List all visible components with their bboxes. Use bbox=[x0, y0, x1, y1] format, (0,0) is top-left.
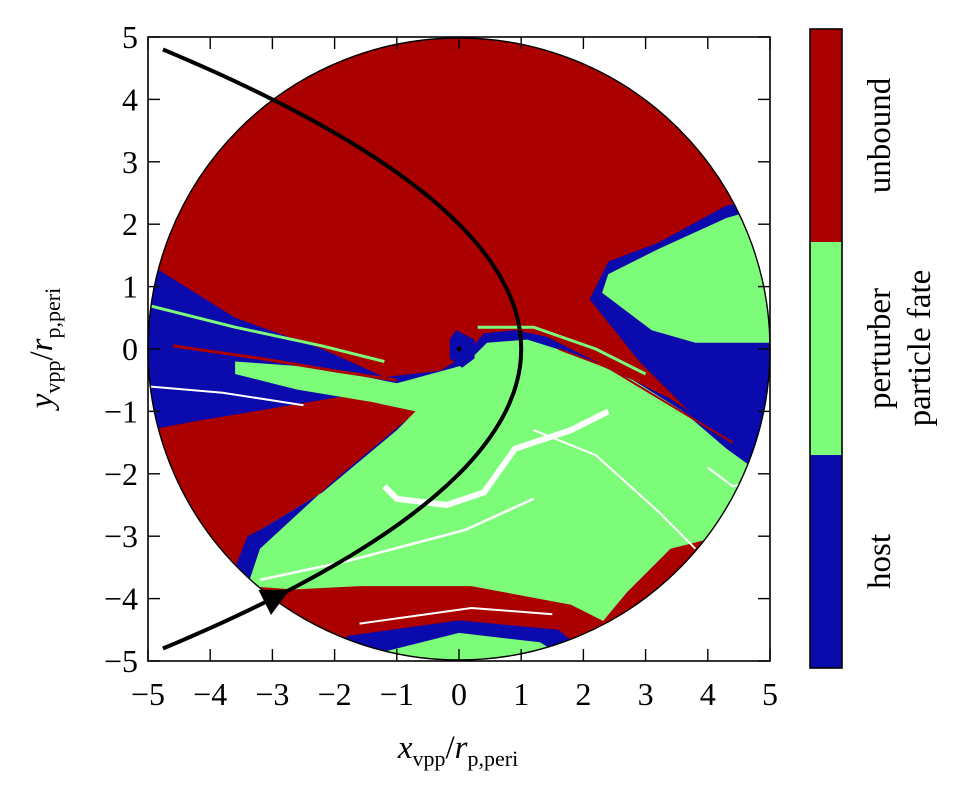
x-tick-label: 4 bbox=[700, 676, 716, 712]
x-tick-label: 2 bbox=[575, 676, 591, 712]
unresolved-gap bbox=[533, 429, 697, 550]
y-tick-label: 0 bbox=[122, 331, 138, 367]
x-tick-label: 1 bbox=[513, 676, 529, 712]
svg-text:xvpp/rp,peri: xvpp/rp,peri bbox=[397, 730, 518, 771]
unresolved-gap bbox=[382, 408, 610, 509]
x-title-var: x bbox=[397, 730, 413, 766]
x-tick-label: −5 bbox=[131, 676, 165, 712]
y-tick-label: 3 bbox=[122, 144, 138, 180]
y-title-den-sub: p,peri bbox=[40, 288, 65, 339]
colorbar-label-host: host bbox=[862, 534, 898, 589]
plot-area bbox=[147, 37, 771, 661]
colorbar-swatch-unbound bbox=[810, 29, 842, 242]
y-tick-label: 5 bbox=[122, 19, 138, 55]
y-title-var: y bbox=[24, 393, 60, 411]
striations bbox=[148, 303, 734, 444]
colorbar-swatch-host bbox=[810, 455, 842, 668]
host-region bbox=[235, 417, 410, 587]
y-tick-label: −5 bbox=[104, 643, 138, 679]
perturber-striation bbox=[148, 303, 385, 363]
svg-text:yvpp/rp,peri: yvpp/rp,peri bbox=[24, 288, 65, 411]
orbit-direction-arrow bbox=[258, 589, 290, 615]
x-axis-title: xvpp/rp,peri bbox=[397, 730, 518, 771]
colorbar-frame bbox=[809, 28, 843, 669]
colorbar-label-perturber: perturber bbox=[862, 288, 898, 409]
y-tick-label: −3 bbox=[104, 518, 138, 554]
perturber-orbit bbox=[162, 47, 524, 651]
y-tick-label: 4 bbox=[122, 81, 138, 117]
y-tick-label: −2 bbox=[104, 456, 138, 492]
y-title-sub: vpp bbox=[40, 361, 65, 394]
colorbar: host perturber unbound bbox=[809, 28, 898, 669]
perturber-region bbox=[602, 205, 770, 343]
unresolved-gap bbox=[359, 606, 553, 625]
x-title-sub: vpp bbox=[412, 746, 445, 771]
x-tick-label: −1 bbox=[380, 676, 414, 712]
x-tick-label: 0 bbox=[451, 676, 467, 712]
perturber-striation bbox=[477, 325, 647, 376]
x-tick-label: 3 bbox=[638, 676, 654, 712]
unresolved-gap bbox=[259, 497, 535, 582]
host-center bbox=[456, 346, 462, 352]
unresolved-gaps bbox=[148, 385, 758, 625]
y-title-den: r bbox=[24, 338, 60, 351]
x-tick-label: −3 bbox=[255, 676, 289, 712]
y-tick-label: −1 bbox=[104, 393, 138, 429]
perturber-orbit-group bbox=[162, 47, 524, 651]
y-tick-label: −4 bbox=[104, 581, 138, 617]
x-tick-label: −4 bbox=[193, 676, 227, 712]
y-axis-title: yvpp/rp,peri bbox=[24, 288, 65, 411]
x-title-den: r bbox=[455, 730, 468, 766]
colorbar-label-unbound: unbound bbox=[862, 77, 898, 193]
axes: −5 −4 −3 −2 −1 0 1 2 3 4 5 −5 −4 −3 −2 −1 0 1 2 3 4 5 bbox=[104, 19, 778, 712]
colorbar-title: particle fate bbox=[902, 270, 938, 427]
y-tick-label: 1 bbox=[122, 269, 138, 305]
host-region bbox=[449, 330, 475, 368]
colorbar-swatch-perturber bbox=[810, 242, 842, 455]
x-title-den-sub: p,peri bbox=[467, 746, 518, 771]
y-tick-label: 2 bbox=[122, 206, 138, 242]
x-tick-label: 5 bbox=[762, 676, 778, 712]
unresolved-gap bbox=[148, 385, 304, 407]
perturber-region bbox=[235, 339, 770, 636]
x-tick-label: −2 bbox=[318, 676, 352, 712]
unbound-striation bbox=[558, 348, 734, 444]
unbound-striation bbox=[172, 344, 398, 382]
